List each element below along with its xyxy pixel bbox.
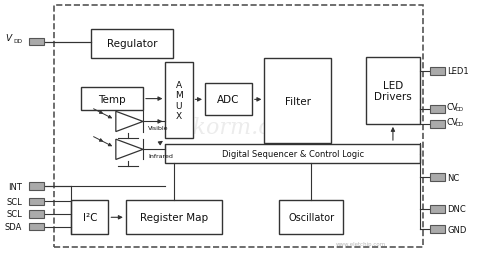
Bar: [126, 200, 222, 234]
Bar: [430, 68, 445, 75]
Text: LED1: LED1: [448, 67, 469, 76]
Bar: [430, 226, 445, 233]
Text: ADC: ADC: [217, 95, 240, 105]
Text: Infrared: Infrared: [148, 154, 173, 158]
Text: SDA: SDA: [4, 222, 22, 231]
Text: sekorm.com: sekorm.com: [168, 116, 306, 138]
Bar: [81, 88, 143, 110]
Bar: [366, 57, 420, 124]
Bar: [91, 30, 172, 59]
Bar: [54, 6, 422, 247]
Text: CV: CV: [446, 118, 458, 127]
Bar: [29, 223, 44, 231]
Text: GND: GND: [448, 225, 466, 234]
Bar: [430, 105, 445, 113]
Text: DNC: DNC: [448, 205, 466, 214]
Bar: [29, 198, 44, 205]
Text: Oscillator: Oscillator: [288, 212, 335, 222]
Text: Regulator: Regulator: [106, 39, 157, 49]
Text: CV: CV: [446, 103, 458, 112]
Bar: [29, 183, 44, 190]
Bar: [29, 39, 44, 46]
Bar: [430, 174, 445, 181]
Text: LED
Drivers: LED Drivers: [374, 80, 412, 102]
Bar: [166, 145, 420, 164]
Bar: [430, 205, 445, 213]
Text: SCL: SCL: [6, 210, 22, 219]
Text: Temp: Temp: [98, 94, 126, 104]
Text: Visible: Visible: [148, 126, 169, 131]
Text: DD: DD: [456, 122, 464, 127]
Text: Register Map: Register Map: [140, 212, 208, 222]
Text: DD: DD: [456, 107, 464, 112]
Bar: [72, 200, 108, 234]
Text: A
M
U
X: A M U X: [175, 81, 183, 120]
Bar: [430, 121, 445, 128]
Text: DD: DD: [14, 39, 22, 44]
Text: I²C: I²C: [82, 212, 97, 222]
Text: www.eletchip.com: www.eletchip.com: [336, 241, 386, 246]
Bar: [279, 200, 344, 234]
Text: INT: INT: [8, 182, 22, 191]
Bar: [166, 62, 192, 138]
Text: SCL: SCL: [6, 197, 22, 206]
Bar: [264, 59, 331, 144]
Text: NC: NC: [448, 173, 460, 182]
Text: Filter: Filter: [284, 96, 310, 106]
Bar: [205, 84, 252, 116]
Text: V: V: [6, 34, 12, 43]
Bar: [29, 210, 44, 218]
Text: Digital Sequencer & Control Logic: Digital Sequencer & Control Logic: [222, 150, 364, 159]
